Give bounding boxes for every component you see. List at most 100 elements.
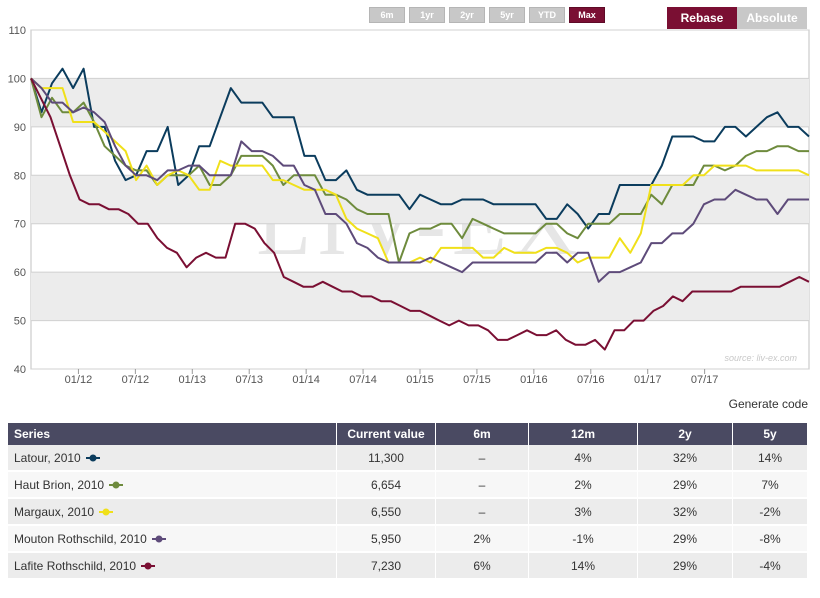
grid-band bbox=[31, 78, 809, 127]
range-5yr-button[interactable]: 5yr bbox=[489, 7, 525, 23]
x-axis: 01/12 07/12 01/13 07/13 01/14 07/14 01/15 07/15… bbox=[65, 369, 719, 386]
table-header-row: Series Current value 6m 12m 2y 5y bbox=[8, 423, 808, 445]
generate-code-link[interactable]: Generate code bbox=[728, 397, 808, 411]
change-2y-cell: 29% bbox=[637, 525, 733, 553]
watermark-source: source: liv-ex.com bbox=[724, 353, 797, 363]
x-tick-label: 07/12 bbox=[122, 374, 150, 386]
y-tick-label: 100 bbox=[8, 73, 26, 85]
x-tick-label: 07/17 bbox=[691, 374, 719, 386]
change-6m-cell: – bbox=[435, 498, 529, 526]
range-ytd-button[interactable]: YTD bbox=[529, 7, 565, 23]
change-5y-cell: -4% bbox=[732, 552, 808, 580]
range-1yr-button[interactable]: 1yr bbox=[409, 7, 445, 23]
series-line[interactable] bbox=[30, 77, 809, 283]
series-name-cell: Mouton Rothschild, 2010 bbox=[8, 525, 337, 553]
series-name: Margaux, 2010 bbox=[14, 504, 95, 519]
change-2y-cell: 32% bbox=[637, 498, 733, 526]
table-row[interactable]: Margaux, 2010 6,550–3% 32% -2% bbox=[8, 498, 808, 526]
y-tick-label: 40 bbox=[14, 364, 26, 376]
change-6m-cell: 6% bbox=[435, 552, 529, 580]
change-2y-cell: 29% bbox=[637, 471, 733, 499]
x-tick-label: 07/16 bbox=[577, 374, 605, 386]
change-5y-cell: 7% bbox=[732, 471, 808, 499]
series-name: Lafite Rothschild, 2010 bbox=[14, 558, 137, 573]
series-name-cell: Haut Brion, 2010 bbox=[8, 471, 337, 499]
change-12m-cell: 2% bbox=[528, 471, 638, 499]
series-line[interactable] bbox=[30, 77, 810, 351]
y-tick-label: 60 bbox=[14, 267, 26, 279]
col-current-value: Current value bbox=[336, 423, 436, 445]
table-row[interactable]: Mouton Rothschild, 2010 5,950 2% -1% 29% -8% bbox=[8, 525, 808, 553]
change-6m-cell: – bbox=[435, 471, 529, 499]
y-tick-label: 70 bbox=[14, 219, 26, 231]
col-2y: 2y bbox=[637, 423, 733, 445]
series-marker-icon bbox=[151, 535, 166, 543]
series-name-cell: Latour, 2010 bbox=[8, 445, 337, 472]
series-marker-icon bbox=[141, 562, 156, 570]
x-tick-label: 01/14 bbox=[292, 374, 320, 386]
y-tick-label: 80 bbox=[14, 170, 26, 182]
series-lafite-rothschild-2010 bbox=[30, 77, 810, 351]
series-name: Haut Brion, 2010 bbox=[14, 477, 105, 492]
change-6m-cell: 2% bbox=[435, 525, 529, 553]
col-5y: 5y bbox=[732, 423, 808, 445]
range-selector: 6m 1yr 2yr 5yr YTD Max bbox=[369, 7, 605, 23]
series-line[interactable] bbox=[30, 67, 810, 230]
change-5y-cell: 14% bbox=[732, 445, 808, 472]
grid-band bbox=[31, 272, 809, 321]
series-name: Latour, 2010 bbox=[14, 450, 81, 465]
x-tick-label: 01/15 bbox=[406, 374, 434, 386]
x-tick-label: 01/12 bbox=[65, 374, 93, 386]
x-tick-label: 07/15 bbox=[463, 374, 491, 386]
series-marker-icon bbox=[99, 508, 114, 516]
series-table: Series Current value 6m 12m 2y 5y Latour… bbox=[8, 423, 808, 580]
change-2y-cell: 29% bbox=[637, 552, 733, 580]
range-max-button[interactable]: Max bbox=[569, 7, 605, 23]
col-12m: 12m bbox=[528, 423, 638, 445]
table-row[interactable]: Latour, 2010 11,300–4% 32% 14% bbox=[8, 445, 808, 472]
grid-band bbox=[31, 175, 809, 224]
range-6m-button[interactable]: 6m bbox=[369, 7, 405, 23]
x-tick-label: 01/16 bbox=[520, 374, 548, 386]
y-axis: 40 50 60 70 80 90 100 110 bbox=[8, 25, 26, 376]
current-value-cell: 11,300 bbox=[336, 445, 436, 472]
change-6m-cell: – bbox=[435, 445, 529, 472]
change-12m-cell: 4% bbox=[528, 445, 638, 472]
table-row[interactable]: Lafite Rothschild, 2010 7,230 6% 14% 29% -4% bbox=[8, 552, 808, 580]
y-tick-label: 110 bbox=[8, 25, 26, 37]
col-6m: 6m bbox=[435, 423, 529, 445]
x-tick-label: 01/17 bbox=[634, 374, 662, 386]
mode-toggle: Rebase Absolute bbox=[667, 7, 807, 29]
current-value-cell: 5,950 bbox=[336, 525, 436, 553]
series-name-cell: Lafite Rothschild, 2010 bbox=[8, 552, 337, 580]
change-12m-cell: -1% bbox=[528, 525, 638, 553]
y-tick-label: 50 bbox=[14, 316, 26, 328]
col-series: Series bbox=[8, 423, 337, 445]
table-row[interactable]: Haut Brion, 2010 6,654–2% 29% 7% bbox=[8, 471, 808, 499]
absolute-button[interactable]: Absolute bbox=[737, 7, 807, 29]
series-name-cell: Margaux, 2010 bbox=[8, 498, 337, 526]
x-tick-label: 07/14 bbox=[349, 374, 377, 386]
series-mouton-rothschild-2010 bbox=[30, 77, 810, 283]
chart-grid bbox=[31, 29, 809, 370]
current-value-cell: 6,550 bbox=[336, 498, 436, 526]
series-line[interactable] bbox=[30, 77, 810, 264]
range-2yr-button[interactable]: 2yr bbox=[449, 7, 485, 23]
chart-series bbox=[30, 67, 810, 351]
change-12m-cell: 14% bbox=[528, 552, 638, 580]
rebase-button[interactable]: Rebase bbox=[667, 7, 737, 29]
series-name: Mouton Rothschild, 2010 bbox=[14, 531, 147, 546]
series-margaux-2010 bbox=[30, 77, 810, 264]
change-5y-cell: -2% bbox=[732, 498, 808, 526]
series-marker-icon bbox=[85, 454, 100, 462]
current-value-cell: 6,654 bbox=[336, 471, 436, 499]
y-tick-label: 90 bbox=[14, 122, 26, 134]
change-2y-cell: 32% bbox=[637, 445, 733, 472]
x-tick-label: 07/13 bbox=[235, 374, 263, 386]
current-value-cell: 7,230 bbox=[336, 552, 436, 580]
change-12m-cell: 3% bbox=[528, 498, 638, 526]
change-5y-cell: -8% bbox=[732, 525, 808, 553]
x-tick-label: 01/13 bbox=[179, 374, 207, 386]
series-marker-icon bbox=[109, 481, 124, 489]
